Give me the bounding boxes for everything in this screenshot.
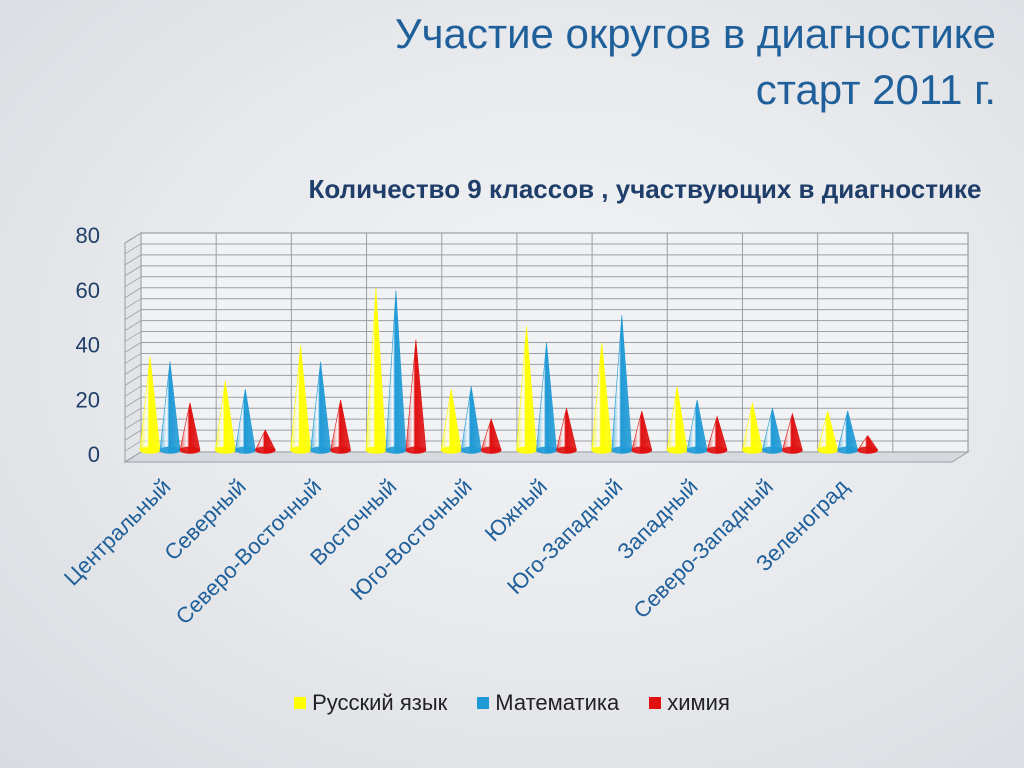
grid-line-side <box>124 353 142 364</box>
grid-line-side <box>124 418 142 430</box>
legend-item-chemistry: химия <box>649 690 730 716</box>
x-tick-label: Южный <box>480 474 552 546</box>
legend-swatch-russian <box>294 697 307 709</box>
x-axis-ticks: ЦентральныйСеверныйСеверо-ВосточныйВосто… <box>59 474 853 630</box>
cone-chemistry <box>782 412 803 454</box>
grid-line-side <box>124 375 142 386</box>
cone-chemistry <box>330 399 351 454</box>
legend-item-math: Математика <box>477 690 619 716</box>
cone-russian <box>516 326 537 454</box>
cone-chemistry <box>706 415 728 454</box>
cone-chemistry <box>857 435 879 454</box>
cone-chemistry <box>254 429 276 454</box>
chart-grid <box>123 232 970 463</box>
chart-cones <box>139 287 879 454</box>
grid-line-side <box>124 309 142 320</box>
legend: Русский язык Математика химия <box>0 690 1024 716</box>
grid-line-side <box>124 364 142 375</box>
grid-line-side <box>124 342 142 353</box>
grid-line-side <box>124 287 142 299</box>
grid-line-side <box>124 451 142 463</box>
grid-line-side <box>124 320 142 331</box>
grid-line-side <box>124 407 142 419</box>
legend-item-russian: Русский язык <box>294 690 447 716</box>
grid-line-side <box>124 298 142 310</box>
cone-chemistry <box>405 339 427 454</box>
grid-line-side <box>124 232 142 244</box>
grid-line-side <box>124 440 142 452</box>
x-tick-label: Северо-Восточный <box>171 474 326 629</box>
slide-title: Участие округов в диагностике старт 2011… <box>96 6 996 118</box>
cone-math <box>234 388 256 454</box>
y-axis-ticks: 0 20 40 60 80 <box>76 223 100 467</box>
grid-line-side <box>124 276 142 288</box>
cone-chemistry <box>631 410 653 454</box>
legend-label-russian: Русский язык <box>312 690 448 715</box>
cone-russian <box>440 388 462 454</box>
y-tick-label: 20 <box>76 387 100 412</box>
grid-line-side <box>124 385 142 397</box>
grid-line-side <box>124 254 142 266</box>
grid-line-side <box>124 331 142 342</box>
legend-label-math: Математика <box>495 690 620 715</box>
grid-line-side <box>124 265 142 277</box>
legend-swatch-math <box>477 697 490 709</box>
y-tick-label: 60 <box>76 278 100 303</box>
x-tick-label: Центральный <box>59 474 176 591</box>
chart-title: Количество 9 классов , участвующих в диа… <box>308 174 982 204</box>
y-tick-label: 80 <box>76 223 100 248</box>
slide-title-line-1: Участие округов в диагностике <box>394 10 996 57</box>
cone-chemistry <box>556 408 577 454</box>
slide-title-line-2: старт 2011 г. <box>755 66 996 113</box>
legend-swatch-chemistry <box>649 697 662 709</box>
grid-line-side <box>124 396 142 408</box>
legend-label-chemistry: химия <box>667 690 730 715</box>
grid-line-side <box>124 429 142 441</box>
cone-russian <box>591 342 613 454</box>
y-tick-label: 0 <box>88 442 100 467</box>
grid-line-side <box>124 243 142 255</box>
x-tick-label: Северо-Западный <box>628 474 777 623</box>
cone-math <box>310 361 331 454</box>
cone-chemistry <box>480 418 502 454</box>
cone-math <box>159 361 181 454</box>
cone-chemistry <box>179 402 201 454</box>
y-tick-label: 40 <box>76 333 100 358</box>
